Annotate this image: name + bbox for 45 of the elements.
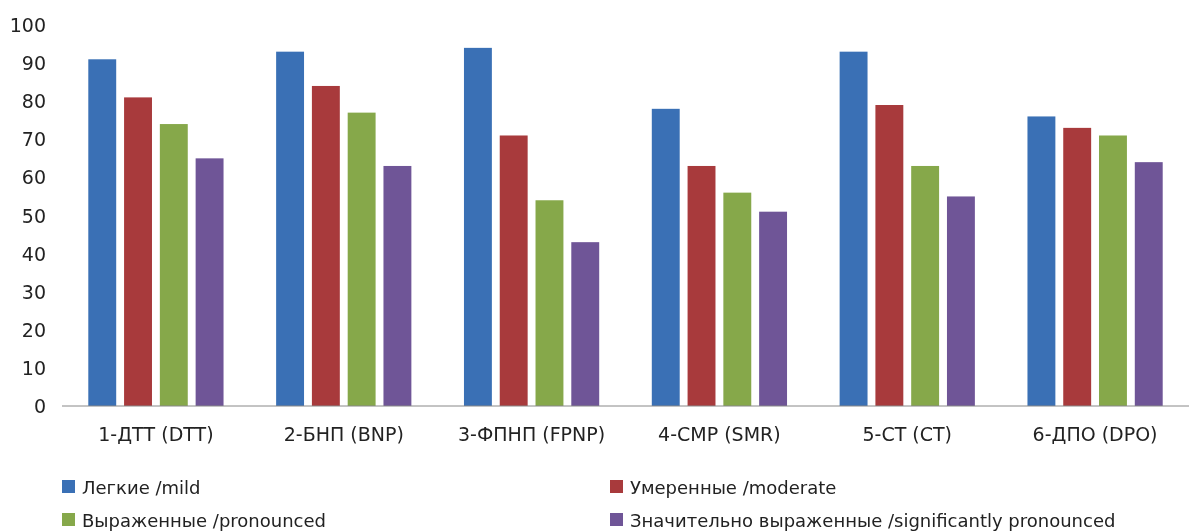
legend-label: Выраженные /pronounced [82,509,326,531]
bar [759,211,788,406]
bar [651,108,680,406]
x-tick-label: 6-ДПО (DPO) [1032,423,1158,445]
y-tick-label: 50 [21,204,46,227]
bar [946,196,975,406]
x-tick-label: 5-СТ (CT) [862,423,953,445]
bar [687,165,716,406]
x-tick-label: 1-ДТТ (DTT) [98,423,214,445]
bar [839,51,868,406]
bar [499,135,528,406]
bar [1063,127,1092,406]
bar [276,51,305,406]
y-tick-label: 10 [21,356,46,379]
bar [463,47,492,406]
y-tick-label: 20 [21,318,46,341]
y-tick-label: 100 [9,14,46,36]
bar [88,59,117,406]
bar [195,158,224,406]
bar [311,85,340,406]
y-tick-label: 70 [21,128,46,151]
y-tick-label: 90 [21,52,46,75]
bar [347,112,376,406]
y-tick-label: 30 [21,280,46,303]
x-tick-label: 2-БНП (BNP) [283,423,404,445]
bar [383,165,412,406]
x-tick-label: 4-СМР (SMR) [658,423,781,445]
bar [535,200,564,406]
legend-label: Легкие /mild [82,476,201,498]
y-tick-label: 60 [21,166,46,189]
bar [723,192,752,406]
bar [875,105,904,406]
x-tick-label: 3-ФПНП (FPNP) [458,423,606,445]
bar [911,165,940,406]
bar [159,124,188,406]
y-tick-label: 80 [21,90,46,113]
legend-label: Умеренные /moderate [630,476,837,498]
bar [124,97,152,406]
y-tick-label: 40 [21,242,46,265]
bar [1099,135,1127,406]
bar [1027,116,1056,406]
bar [1134,162,1163,406]
bar [571,242,600,406]
legend-label: Значительно выраженные /significantly pronounced [630,509,1116,531]
y-tick-label: 0 [33,395,46,417]
